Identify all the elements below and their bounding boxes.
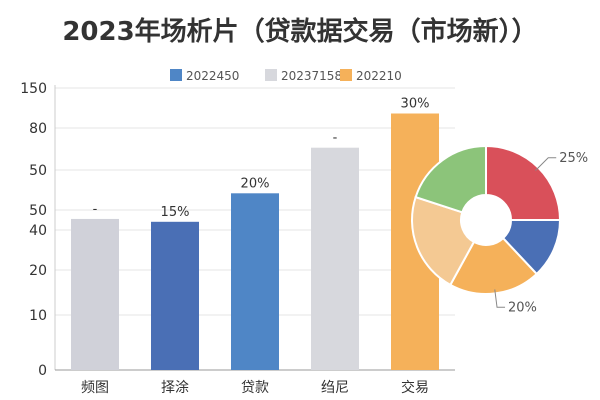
y-tick-label: 150 [20,81,47,97]
bar-value-label: 15% [161,205,190,220]
legend-swatch [340,69,352,81]
legend-swatch [265,69,277,81]
x-tick-label: 交易 [401,379,429,396]
y-tick-label: 10 [29,308,47,324]
bar [151,221,199,370]
y-tick-label: 50 [29,203,47,219]
legend: 2022450 20237158 202210 [170,69,402,83]
donut-slice [414,144,487,214]
donut-leader-line [494,289,506,308]
donut-slice [448,236,539,295]
plot-area: 0 10 20 40 50 50 80 150 - 频图 15% 择涂 20% 贷款 - 绉尼 30% 交易 [20,81,455,396]
legend-label: 20237158 [281,69,342,83]
donut-label: 20% [508,300,537,315]
x-tick-label: 择涂 [161,380,189,396]
bar [231,193,279,370]
donut-slice [411,195,476,287]
y-tick-label: 20 [29,263,47,279]
y-tick-label: 40 [29,223,47,239]
x-tick-label: 贷款 [241,380,269,396]
y-tick-label: 0 [38,363,47,379]
donut-chart: 25% 20% [411,144,588,315]
legend-swatch [170,69,182,81]
bar [71,218,119,370]
donut-label: 25% [559,151,588,166]
bar-value-label: 30% [401,97,430,112]
donut-leader-line [535,157,557,171]
bar-value-label: - [333,131,338,146]
bar [311,147,359,370]
x-tick-label: 绉尼 [321,379,349,396]
chart-title: 2023年场析片（贷款据交易（市场新）） [62,16,537,47]
y-tick-label: 50 [29,163,47,179]
bar-value-label: 20% [241,176,270,191]
legend-label: 202210 [356,69,402,83]
bar-value-label: - [93,202,98,217]
y-tick-label: 80 [29,121,47,137]
donut-slice [485,144,562,221]
x-tick-label: 频图 [81,380,109,396]
legend-label: 2022450 [186,69,239,83]
